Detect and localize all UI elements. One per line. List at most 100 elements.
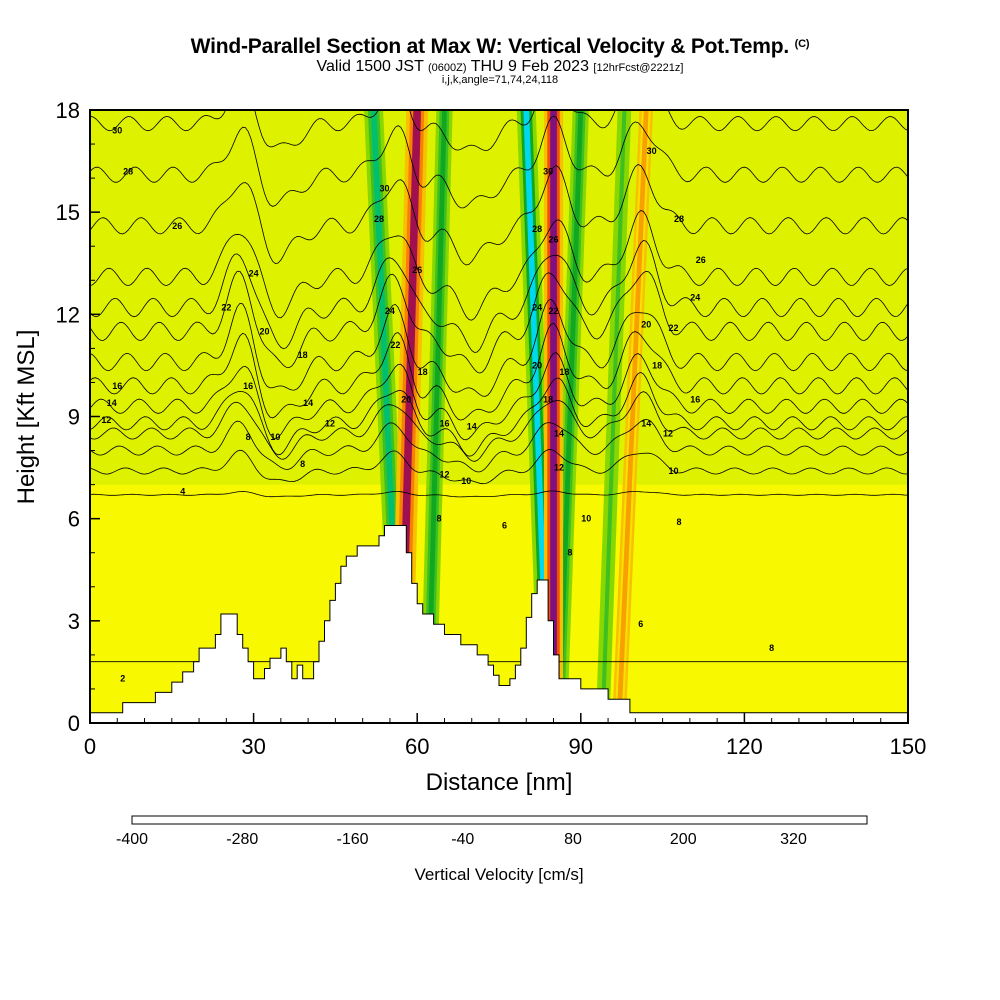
theta-contour-28 [90,115,908,209]
contour-label: 30 [543,166,553,176]
valid-date: THU 9 Feb 2023 [470,58,589,75]
y-tick-label: 18 [56,98,80,123]
x-tick-label: 90 [569,734,593,759]
contour-label: 30 [379,183,389,193]
downdraft-band-4-2 [600,110,627,723]
contour-label: 16 [439,418,449,428]
contour-label: 16 [112,381,122,391]
x-tick-label: 150 [890,734,927,759]
theta-contour-18 [90,298,908,397]
contour-label: 28 [532,224,542,234]
contour-label: 18 [652,360,662,370]
contour-label: 12 [554,463,564,473]
contour-label: 26 [172,221,182,231]
contour-label: 22 [390,340,400,350]
valid-zulu: (0600Z) [428,62,467,74]
contour-label: 8 [769,643,774,653]
contour-label: 28 [374,214,384,224]
colorbar: -400 -280 -160 -40 80 200 320 [116,815,868,848]
y-tick-label: 9 [68,405,80,430]
contour-label: 12 [439,469,449,479]
downdraft-band-1-2 [425,110,447,723]
contour-label: 14 [467,422,477,432]
colorbar-tick-label: 320 [780,831,807,848]
forecast-info: [12hrFcst@2221z] [593,62,684,74]
axes: 0 30 60 90 120 150 0 3 6 9 12 15 18 [56,98,927,759]
colorbar-tick-label: 200 [670,831,697,848]
contour-label: 26 [412,265,422,275]
contour-label: 16 [690,394,700,404]
contour-label: 26 [696,255,706,265]
valid-time: Valid 1500 JST [316,58,424,75]
contour-label: 12 [325,418,335,428]
colorbar-tick-label: -280 [226,831,258,848]
contour-label: 18 [298,350,308,360]
colorbar-tick-label: -400 [116,831,148,848]
contour-label: 22 [668,323,678,333]
colorbar-tick-label: 80 [564,831,582,848]
contour-label: 16 [243,381,253,391]
copyright-mark: (C) [794,38,810,50]
contour-label: 8 [437,514,442,524]
x-tick-label: 60 [405,734,429,759]
valid-time-line: Valid 1500 JST (0600Z) THU 9 Feb 2023 [1… [0,59,1000,75]
contour-label: 26 [549,234,559,244]
updraft-band-1-2 [550,110,557,723]
theta-contour-20 [90,270,908,374]
terrain-profile [89,525,909,724]
terrain [89,525,909,724]
theta-contour-30 [90,110,908,152]
contour-label: 30 [647,146,657,156]
contour-label: 18 [543,394,553,404]
contour-label: 24 [532,303,542,313]
contour-label: 4 [180,486,185,496]
x-axis-title: Distance [nm] [426,769,573,796]
theta-contour-16 [90,322,908,421]
theta-contour-24 [90,210,908,321]
theta-contour-10 [90,391,908,462]
contour-label: 12 [663,429,673,439]
contour-label: 22 [221,303,231,313]
x-tick-label: 30 [241,734,265,759]
contour-labels: 30 28 26 24 22 20 18 16 16 14 14 12 12 10 8 8 4 2 30 28 26 24… [101,125,774,683]
contour-label: 10 [461,476,471,486]
y-axis-title: Height [Kft MSL] [13,330,40,505]
contour-label: 18 [559,367,569,377]
title-block: Wind-Parallel Section at Max W: Vertical… [0,36,1000,86]
contour-label: 10 [270,432,280,442]
y-tick-label: 3 [68,609,80,634]
contour-label: 8 [300,459,305,469]
x-tick-label: 0 [84,734,96,759]
contour-label: 20 [641,320,651,330]
contour-label: 20 [259,326,269,336]
theta-contour-26 [90,164,908,266]
contour-label: 8 [567,548,572,558]
contour-label: 24 [385,306,395,316]
y-tick-label: 12 [56,302,80,327]
grid-info: i,j,k,angle=71,74,24,118 [441,74,559,86]
y-tick-label: 6 [68,507,80,532]
chart-title: Wind-Parallel Section at Max W: Vertical… [190,35,790,58]
contour-label: 24 [690,292,700,302]
contour-label: 18 [418,367,428,377]
theta-contours [90,110,908,663]
theta-contour-14 [90,352,908,441]
contour-label: 6 [638,619,643,629]
contour-label: 24 [249,268,259,278]
theta-contour-6 [90,449,908,485]
contour-label: 10 [581,514,591,524]
contour-label: 14 [641,418,651,428]
contour-label: 20 [401,394,411,404]
field-upper-zone [90,110,908,485]
vertical-velocity-field [90,110,908,723]
theta-contour-8 [90,418,908,473]
contour-label: 10 [668,466,678,476]
colorbar-tick-label: -40 [451,831,474,848]
colorbar-title: Vertical Velocity [cm/s] [414,865,583,884]
contour-label: 20 [532,360,542,370]
y-tick-label: 15 [56,200,80,225]
contour-label: 30 [112,125,122,135]
theta-contour-12 [90,371,908,457]
colorbar-frame [131,815,868,825]
contour-label: 28 [123,166,133,176]
